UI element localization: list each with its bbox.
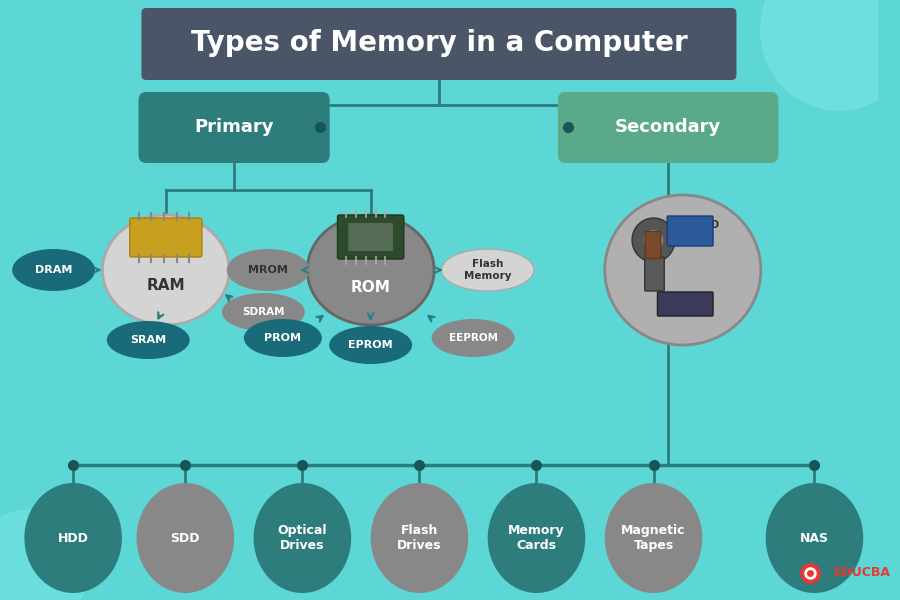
Text: Optical
Drives: Optical Drives	[277, 524, 327, 552]
Ellipse shape	[441, 249, 534, 291]
FancyBboxPatch shape	[657, 292, 713, 316]
Circle shape	[0, 510, 88, 600]
Text: Types of Memory in a Computer: Types of Memory in a Computer	[191, 29, 688, 57]
FancyBboxPatch shape	[130, 218, 202, 257]
Text: HDD: HDD	[58, 532, 88, 545]
Ellipse shape	[329, 326, 412, 364]
FancyBboxPatch shape	[558, 92, 778, 163]
Text: EDUCBA: EDUCBA	[834, 566, 891, 580]
FancyBboxPatch shape	[348, 223, 393, 251]
Ellipse shape	[766, 483, 863, 593]
Text: NAS: NAS	[800, 532, 829, 545]
Ellipse shape	[107, 321, 190, 359]
Text: Secondary: Secondary	[615, 118, 721, 136]
Text: RAM: RAM	[147, 277, 185, 292]
Text: Magnetic
Tapes: Magnetic Tapes	[621, 524, 686, 552]
Ellipse shape	[13, 249, 95, 291]
Text: EEPROM: EEPROM	[448, 333, 498, 343]
Text: EPROM: EPROM	[348, 340, 393, 350]
Ellipse shape	[371, 483, 468, 593]
Text: Primary: Primary	[194, 118, 274, 136]
Ellipse shape	[432, 319, 515, 357]
FancyBboxPatch shape	[644, 257, 664, 291]
Ellipse shape	[488, 483, 585, 593]
Ellipse shape	[222, 293, 305, 331]
FancyBboxPatch shape	[645, 232, 661, 259]
FancyBboxPatch shape	[667, 216, 713, 246]
Text: MROM: MROM	[248, 265, 288, 275]
Text: ROM: ROM	[351, 280, 391, 295]
Text: HDD: HDD	[695, 220, 719, 230]
Circle shape	[644, 230, 663, 250]
Text: SRAM: SRAM	[130, 335, 166, 345]
Circle shape	[632, 218, 675, 262]
Text: SDD: SDD	[171, 532, 200, 545]
Ellipse shape	[605, 483, 702, 593]
Ellipse shape	[244, 319, 322, 357]
Text: Memory
Cards: Memory Cards	[508, 524, 565, 552]
Ellipse shape	[137, 483, 234, 593]
Text: SSD: SSD	[673, 301, 692, 310]
Circle shape	[760, 0, 900, 110]
Ellipse shape	[227, 249, 310, 291]
Text: DRAM: DRAM	[35, 265, 72, 275]
Ellipse shape	[254, 483, 351, 593]
FancyBboxPatch shape	[139, 92, 329, 163]
Ellipse shape	[24, 483, 122, 593]
Ellipse shape	[103, 215, 230, 325]
Text: PROM: PROM	[265, 333, 302, 343]
FancyBboxPatch shape	[141, 8, 736, 80]
FancyBboxPatch shape	[338, 215, 404, 259]
Text: Flash
Memory: Flash Memory	[464, 259, 511, 281]
Text: Flash
Drives: Flash Drives	[397, 524, 442, 552]
Ellipse shape	[307, 215, 434, 325]
Ellipse shape	[605, 195, 760, 345]
Text: SDRAM: SDRAM	[242, 307, 284, 317]
